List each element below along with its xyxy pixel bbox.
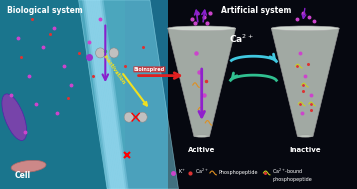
Ellipse shape <box>124 112 134 122</box>
Ellipse shape <box>297 135 313 137</box>
FancyArrowPatch shape <box>139 73 180 78</box>
FancyBboxPatch shape <box>0 0 125 189</box>
Text: Phosphopeptide: Phosphopeptide <box>218 170 258 175</box>
Ellipse shape <box>109 48 119 58</box>
Polygon shape <box>84 0 114 189</box>
Ellipse shape <box>11 160 46 172</box>
Text: Cell: Cell <box>14 171 30 180</box>
Ellipse shape <box>168 26 236 31</box>
Ellipse shape <box>96 48 105 58</box>
Polygon shape <box>79 0 178 189</box>
Text: Artificial system: Artificial system <box>221 6 292 15</box>
Polygon shape <box>271 28 339 136</box>
Polygon shape <box>95 0 125 189</box>
Polygon shape <box>82 0 112 189</box>
Ellipse shape <box>2 94 27 140</box>
FancyArrowPatch shape <box>123 74 147 105</box>
Polygon shape <box>168 28 236 136</box>
Ellipse shape <box>138 112 147 122</box>
Text: Bioinspired: Bioinspired <box>134 67 165 72</box>
Ellipse shape <box>271 26 339 31</box>
Polygon shape <box>87 0 118 189</box>
Text: phosphopeptide: phosphopeptide <box>272 177 312 182</box>
Text: Biological system: Biological system <box>7 6 83 15</box>
Polygon shape <box>86 0 116 189</box>
FancyBboxPatch shape <box>0 0 168 189</box>
Polygon shape <box>91 0 121 189</box>
Ellipse shape <box>194 135 210 137</box>
Polygon shape <box>93 0 123 189</box>
Polygon shape <box>89 0 120 189</box>
FancyBboxPatch shape <box>168 0 357 189</box>
Text: Acitive: Acitive <box>188 147 215 153</box>
Text: K$^+$: K$^+$ <box>178 167 186 176</box>
Text: Inactivation: Inactivation <box>102 54 126 86</box>
Text: Ca$^{2+}$: Ca$^{2+}$ <box>229 33 253 46</box>
Text: Ca$^{2+}$-bound: Ca$^{2+}$-bound <box>272 167 304 177</box>
Polygon shape <box>98 0 129 189</box>
Text: Ca$^{2+}$: Ca$^{2+}$ <box>195 167 209 177</box>
Text: Inactive: Inactive <box>290 147 321 153</box>
Polygon shape <box>96 0 127 189</box>
